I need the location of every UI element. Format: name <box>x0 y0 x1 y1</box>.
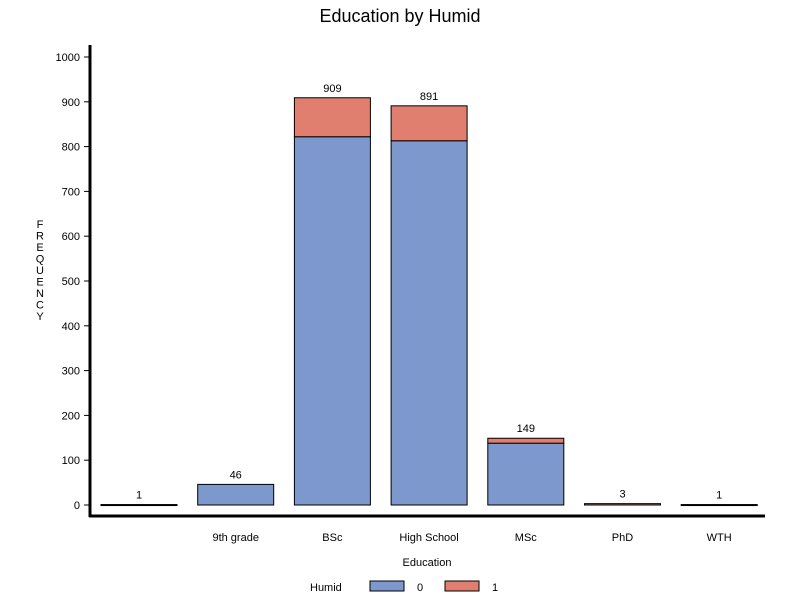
bar-total-label: 149 <box>517 423 535 435</box>
y-tick-label: 600 <box>62 231 80 243</box>
y-tick-label: 100 <box>62 455 80 467</box>
bar-total-label: 891 <box>420 91 438 103</box>
legend-label-0: 0 <box>417 582 423 594</box>
y-tick-label: 300 <box>62 366 80 378</box>
bar-total-label: 909 <box>323 83 341 95</box>
axes: 0 100 200 300 400 500 600 700 800 900 1000 9th grad… <box>56 45 765 544</box>
bar-segment-series-0 <box>680 504 758 507</box>
x-tick-label: WTH <box>707 532 732 544</box>
bar-segment-series-1 <box>390 105 468 142</box>
bar-total-label: 1 <box>716 490 722 502</box>
x-tick-label: BSc <box>322 532 343 544</box>
legend-title: Humid <box>310 582 342 594</box>
bar-total-label: 1 <box>136 490 142 502</box>
bar-segment-series-1 <box>584 503 661 506</box>
bar-segment-series-1 <box>487 437 565 444</box>
bar-segment-series-0 <box>100 504 178 507</box>
data-labels: 1 46 909 891 149 3 1 <box>136 83 722 502</box>
x-tick-label: 9th grade <box>212 532 258 544</box>
bars <box>100 97 758 507</box>
legend: Humid 0 1 <box>310 580 498 594</box>
y-tick-label: 900 <box>62 97 80 109</box>
bar-segment-series-0 <box>390 140 468 506</box>
x-tick-label: MSc <box>515 532 538 544</box>
y-tick-label: 0 <box>74 500 80 512</box>
y-tick-label: 1000 <box>56 52 80 64</box>
y-tick-label: 700 <box>62 186 80 198</box>
x-axis-label: Education <box>403 557 452 569</box>
bar-segment-series-0 <box>197 483 275 506</box>
legend-swatch-0 <box>369 580 405 592</box>
y-tick-label: 800 <box>62 142 80 154</box>
bar-segment-series-0 <box>487 442 565 506</box>
legend-label-1: 1 <box>492 582 498 594</box>
y-tick-label: 200 <box>62 410 80 422</box>
bar-total-label: 3 <box>619 489 625 501</box>
y-tick-label: 400 <box>62 321 80 333</box>
bar-segment-series-1 <box>293 97 371 138</box>
y-tick-label: 500 <box>62 276 80 288</box>
chart-title: Education by Humid <box>319 6 480 26</box>
bar-segment-series-0 <box>293 136 371 506</box>
bar-total-label: 46 <box>230 469 242 481</box>
x-tick-label: PhD <box>612 532 633 544</box>
legend-swatch-1 <box>444 580 480 592</box>
x-tick-label: High School <box>399 532 458 544</box>
